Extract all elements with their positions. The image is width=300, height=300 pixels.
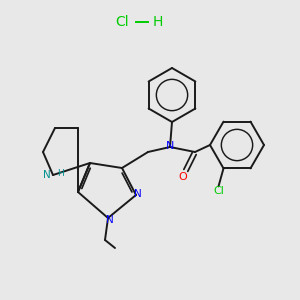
Text: Cl: Cl: [115, 15, 129, 29]
Text: H: H: [57, 169, 64, 178]
Text: N: N: [166, 141, 174, 151]
Text: N: N: [134, 189, 142, 199]
Text: N: N: [106, 215, 114, 225]
Text: O: O: [178, 172, 188, 182]
Text: N: N: [43, 170, 51, 180]
Text: H: H: [153, 15, 163, 29]
Text: Cl: Cl: [213, 186, 224, 197]
